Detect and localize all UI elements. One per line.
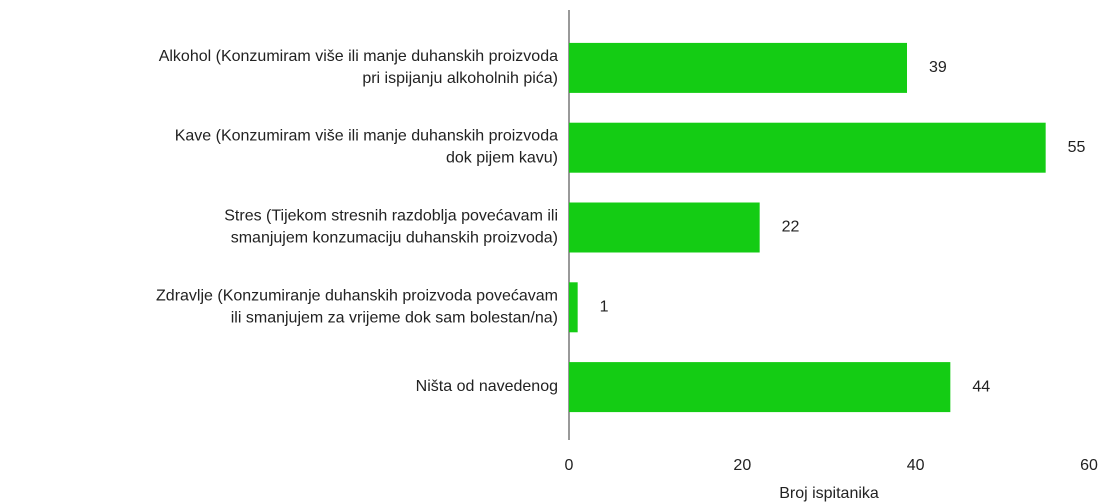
x-tick-label: 60: [1080, 457, 1098, 474]
y-tick-label: Kave (Konzumiram više ili manje duhanski…: [175, 128, 558, 167]
y-tick-label: Alkohol (Konzumiram više ili manje duhan…: [159, 48, 558, 87]
value-label: 22: [782, 219, 800, 236]
x-tick-label: 40: [907, 457, 925, 474]
y-tick-label: Stres (Tijekom stresnih razdoblja poveća…: [224, 208, 558, 247]
bar: [569, 202, 760, 253]
x-tick-label: 20: [733, 457, 751, 474]
value-label: 1: [600, 299, 609, 316]
x-tick-label: 0: [565, 457, 574, 474]
value-label: 55: [1068, 139, 1086, 156]
y-tick-label: Ništa od navedenog: [416, 378, 558, 395]
value-label: 39: [929, 59, 947, 76]
bar: [569, 362, 951, 413]
bar: [569, 42, 907, 93]
x-axis-label: Broj ispitanika: [779, 485, 879, 502]
value-label: 44: [972, 378, 990, 395]
bar: [569, 282, 578, 333]
bar: [569, 122, 1046, 173]
y-tick-label: Zdravlje (Konzumiranje duhanskih proizvo…: [156, 288, 558, 327]
